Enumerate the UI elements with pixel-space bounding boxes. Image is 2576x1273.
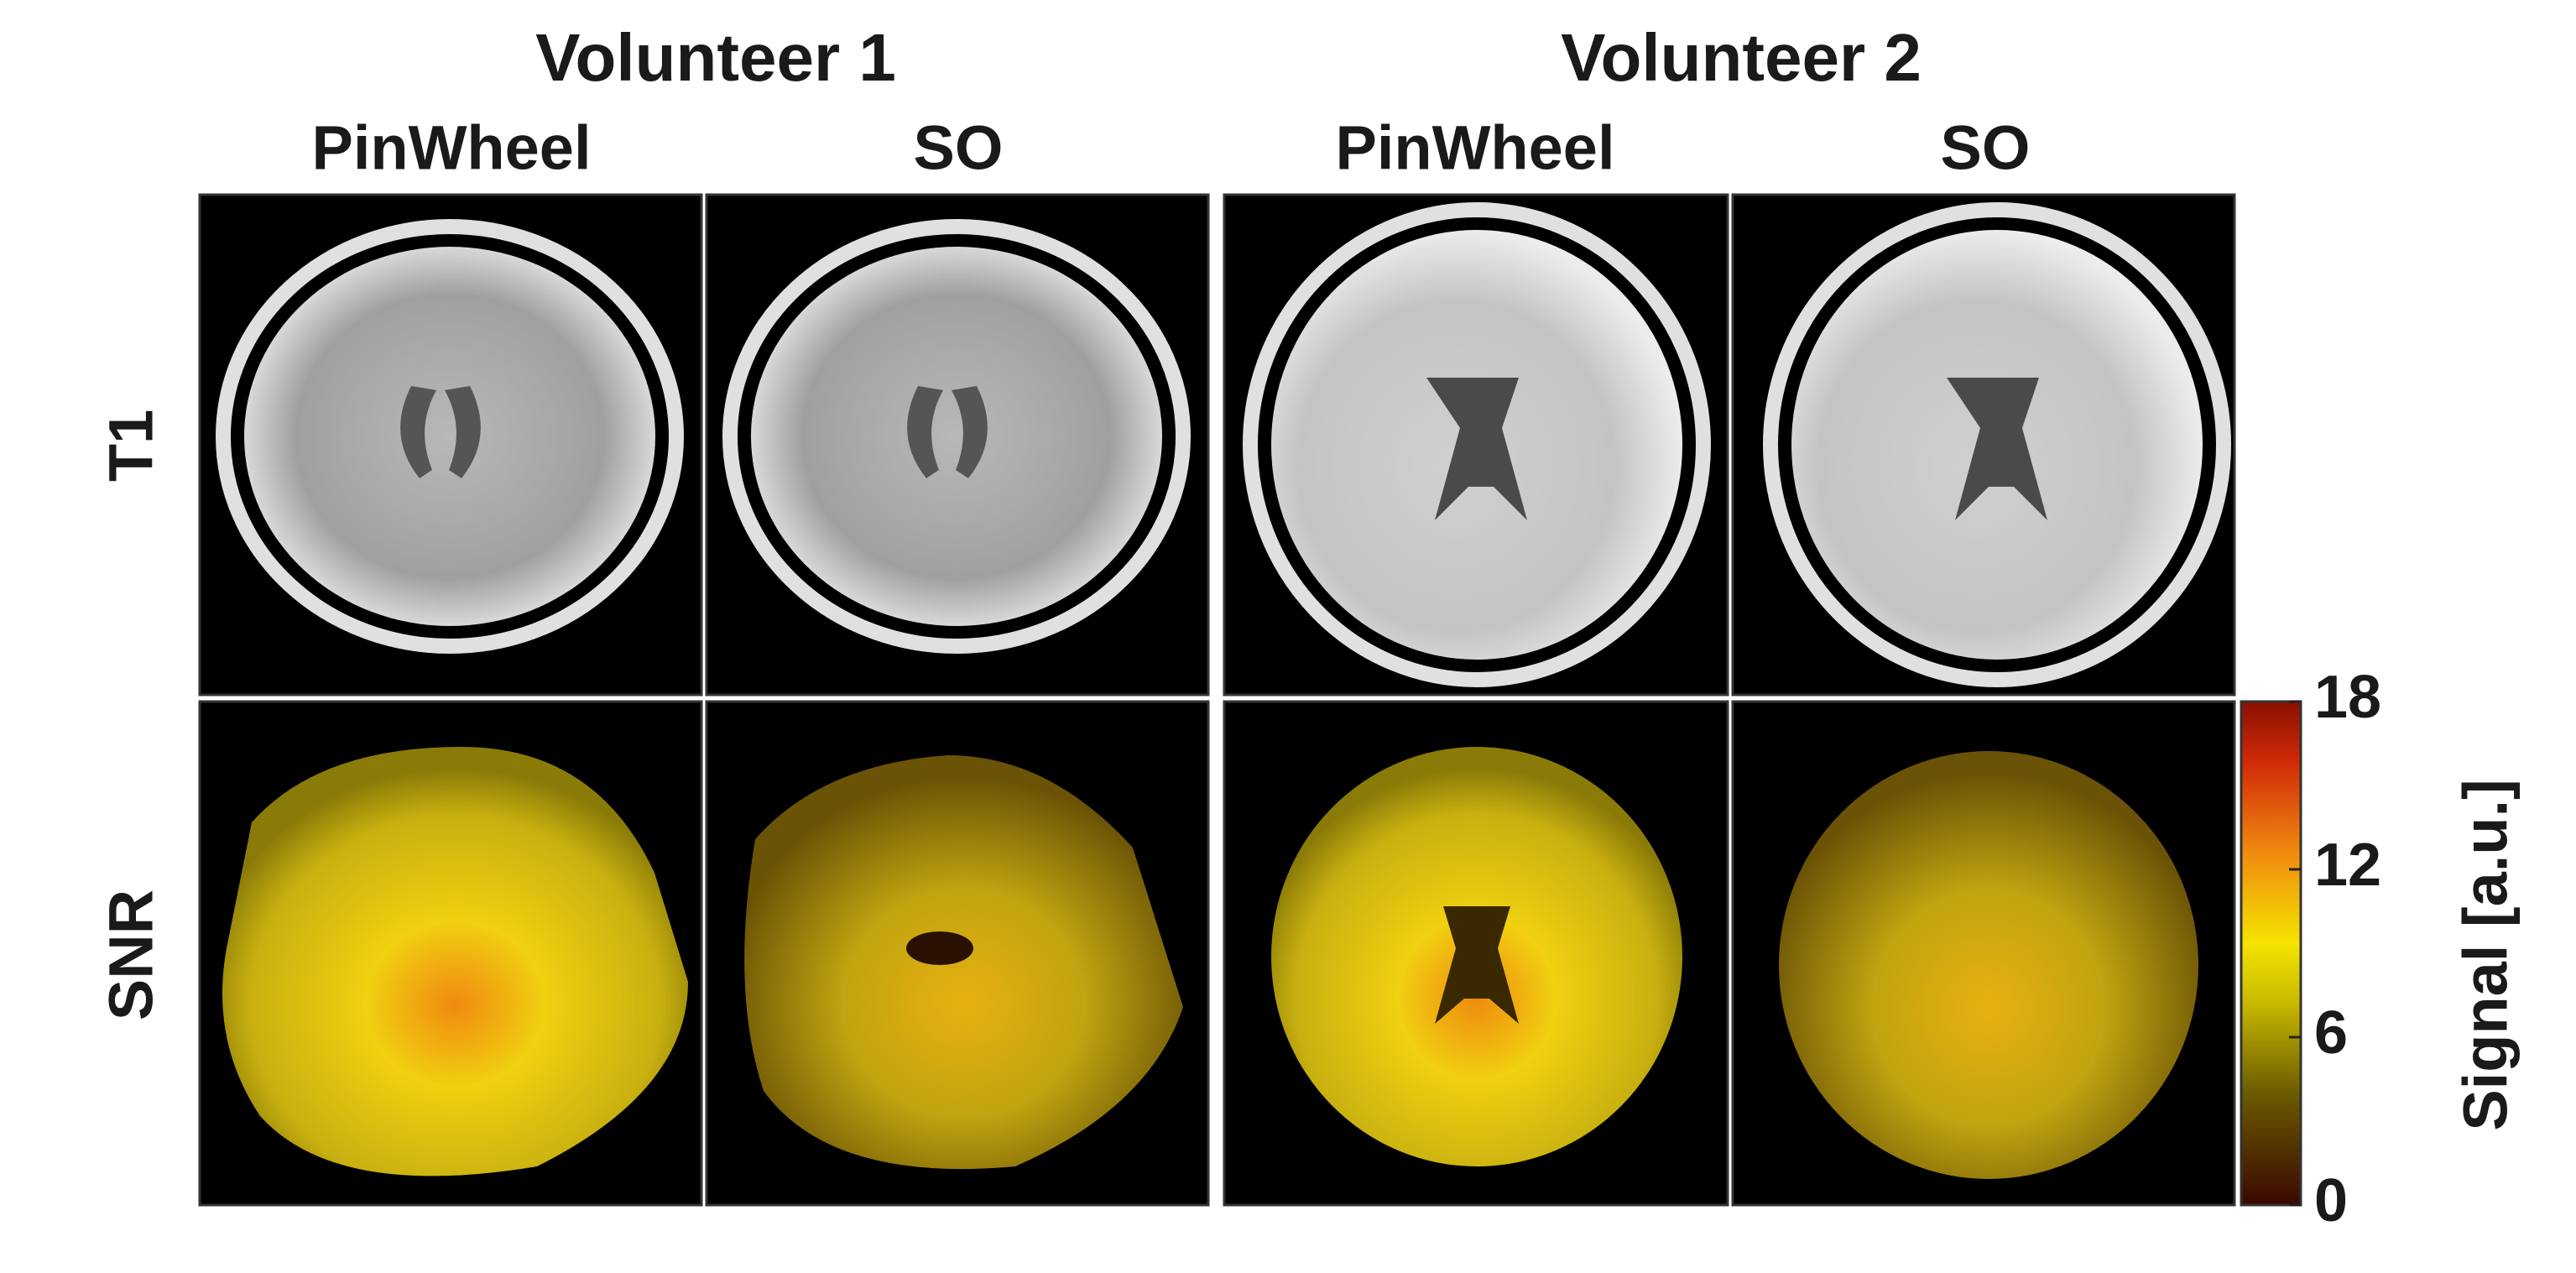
snr-map	[198, 700, 703, 1207]
column-title: SO	[914, 113, 1004, 183]
column-title: PinWheel	[1335, 113, 1614, 183]
t1-image	[1223, 193, 1729, 696]
colorbar-tick-label: 12	[2314, 832, 2381, 899]
t1-image	[1731, 193, 2236, 696]
row-title: T1	[96, 410, 166, 482]
group-title: Volunteer 2	[1561, 20, 1922, 95]
row-title: SNR	[96, 890, 166, 1020]
snr-map	[1731, 700, 2236, 1207]
colorbar-label: Signal [a.u.]	[2451, 779, 2521, 1130]
snr-map	[1223, 700, 1729, 1207]
colorbar-tick-label: 6	[2314, 999, 2348, 1067]
t1-image	[705, 193, 1210, 696]
colorbar-tick-label: 0	[2314, 1167, 2348, 1234]
t1-image	[198, 193, 703, 696]
group-title: Volunteer 1	[535, 20, 896, 95]
snr-map	[705, 700, 1210, 1207]
column-title: SO	[1941, 113, 2031, 183]
colorbar-tick-label: 18	[2314, 664, 2381, 731]
colorbar-ticks: 0 6 12 18	[2289, 664, 2381, 1234]
column-title: PinWheel	[311, 113, 591, 183]
colorbar	[2240, 700, 2302, 1207]
